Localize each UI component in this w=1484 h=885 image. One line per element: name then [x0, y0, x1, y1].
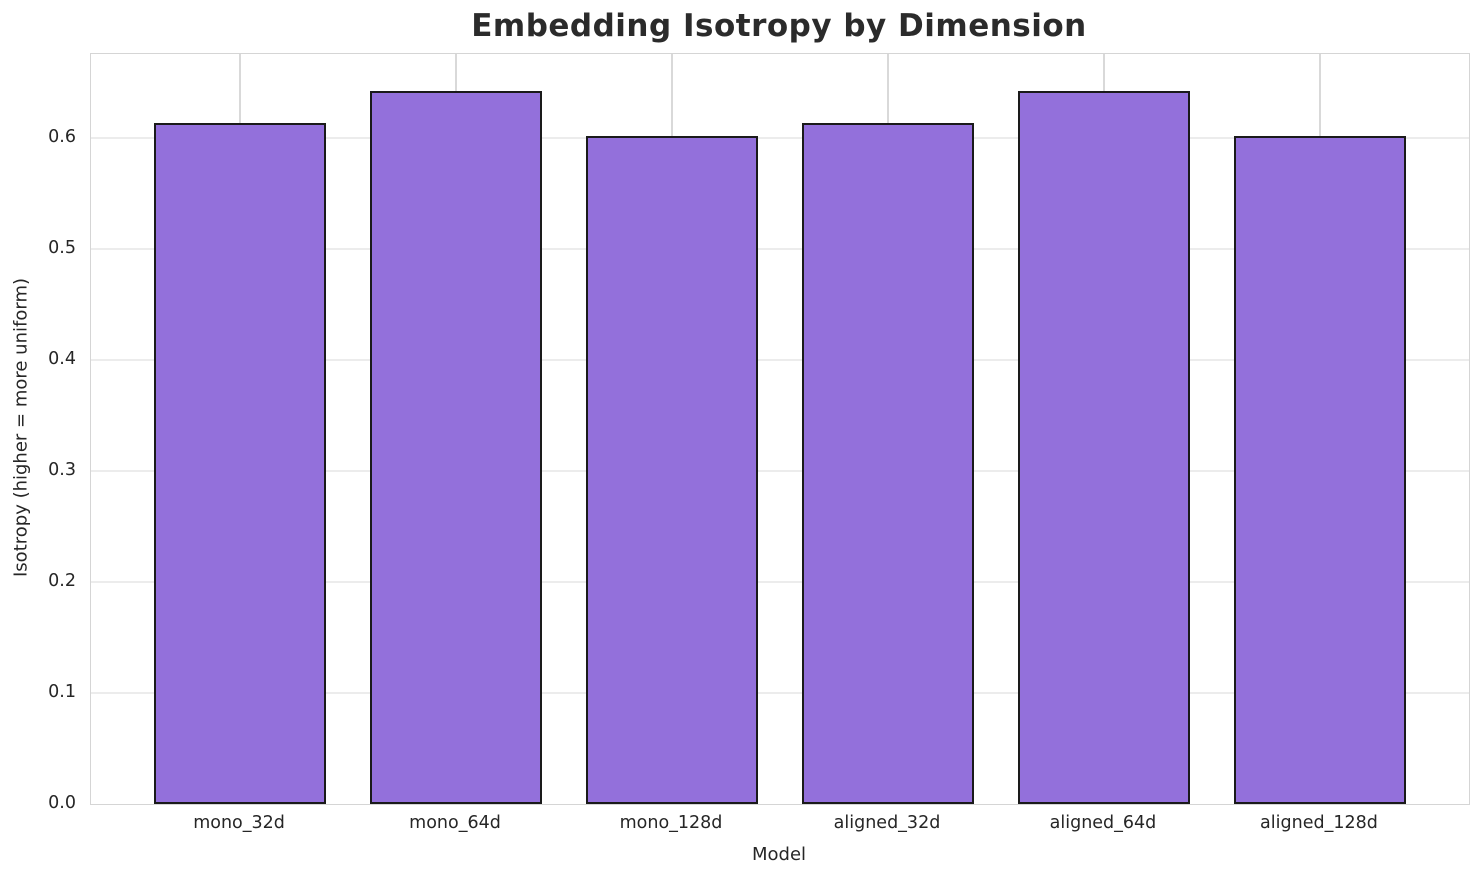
- y-tick-0.6: 0.6: [48, 127, 76, 148]
- x-tick-mono_128d: mono_128d: [619, 813, 723, 833]
- gridline-y-0.1: [91, 692, 1469, 695]
- y-tick-0.1: 0.1: [48, 682, 76, 703]
- gridline-y-0.3: [91, 470, 1469, 473]
- y-tick-0.4: 0.4: [48, 349, 76, 370]
- y-tick-0.5: 0.5: [48, 238, 76, 259]
- x-tick-mono_64d: mono_64d: [409, 813, 501, 833]
- gridline-y-0.4: [91, 359, 1469, 362]
- x-tick-aligned_32d: aligned_32d: [833, 813, 941, 833]
- chart-title: Embedding Isotropy by Dimension: [471, 8, 1087, 44]
- bar-mono_64d: [369, 90, 543, 804]
- x-tick-aligned_128d: aligned_128d: [1260, 813, 1378, 833]
- x-tick-mono_32d: mono_32d: [193, 813, 285, 833]
- y-tick-0.3: 0.3: [48, 460, 76, 481]
- y-tick-0.2: 0.2: [48, 571, 76, 592]
- plot-area: [90, 53, 1470, 805]
- bar-aligned_32d: [801, 122, 975, 804]
- x-tick-labels: mono_32d mono_64d mono_128d aligned_32d alig…: [90, 812, 1468, 838]
- bar-mono_32d: [153, 122, 327, 804]
- x-tick-aligned_64d: aligned_64d: [1049, 813, 1157, 833]
- gridline-y-0.5: [91, 248, 1469, 251]
- y-tick-labels: 0.0 0.1 0.2 0.3 0.4 0.5 0.6: [0, 53, 76, 813]
- bar-aligned_64d: [1017, 90, 1191, 804]
- gridline-y-0.2: [91, 581, 1469, 584]
- y-tick-0.0: 0.0: [48, 793, 76, 813]
- bar-aligned_128d: [1233, 136, 1407, 804]
- bar-mono_128d: [585, 136, 759, 804]
- x-axis-label: Model: [751, 844, 807, 865]
- gridline-y-0.6: [91, 137, 1469, 140]
